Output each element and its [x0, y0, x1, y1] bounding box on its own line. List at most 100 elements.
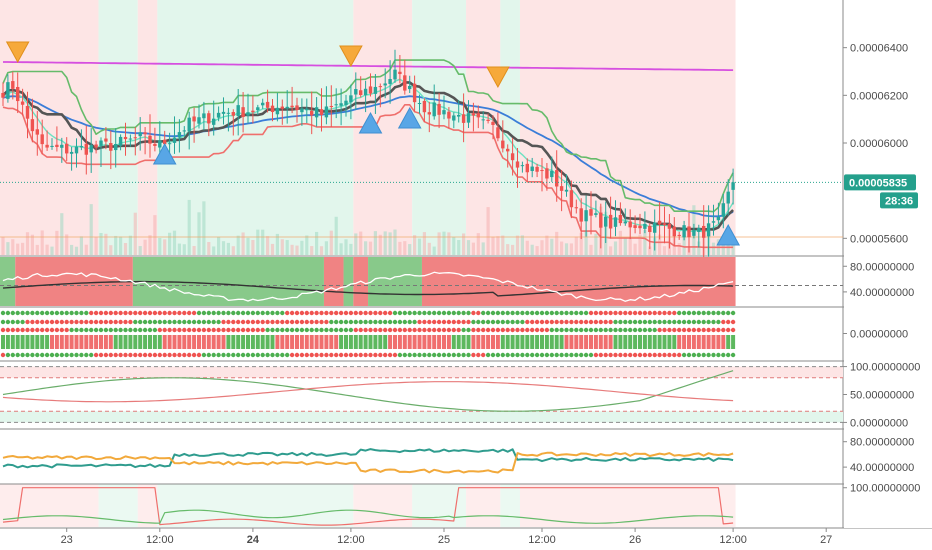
signal-dot [407, 327, 412, 333]
candle-body [11, 81, 15, 89]
signal-dot [598, 319, 603, 325]
signal-dot [79, 310, 84, 316]
time-axis[interactable]: 23 12:00 24 12:00 25 12:00 26 12:00 27 [61, 528, 833, 546]
candle-body [457, 114, 461, 117]
signal-dot [216, 352, 221, 358]
candle-body [682, 225, 686, 238]
volume-bar [658, 234, 662, 255]
signal-dot [245, 352, 251, 358]
signal-dot [167, 352, 172, 358]
volume-bar [609, 246, 613, 255]
signal-dot [40, 310, 45, 316]
volume-bar [300, 240, 304, 255]
signal-dot [383, 352, 388, 358]
signal-dot [40, 327, 45, 333]
signal-dot [108, 319, 114, 325]
signal-dot [427, 352, 432, 358]
volume-bar [344, 239, 348, 255]
candle-body [398, 71, 402, 75]
histogram-bar [456, 335, 461, 349]
session-zone [0, 0, 99, 255]
histogram-bar [471, 335, 476, 349]
signal-dot [338, 310, 344, 316]
signal-dot [451, 310, 456, 316]
histogram-bar [486, 335, 491, 349]
candle-body [167, 143, 172, 145]
price-axis[interactable]: 0.00006400 0.00006200 0.00006000 0.00005600… [843, 0, 932, 528]
histogram-bar [167, 335, 172, 349]
signal-dot [579, 310, 584, 316]
signal-dot [15, 352, 20, 358]
volume-bar [525, 240, 529, 255]
candle-body [368, 86, 373, 94]
signal-dot [25, 310, 30, 316]
volume-bar [295, 245, 299, 255]
volume-bar [677, 243, 681, 255]
signal-dot [157, 319, 162, 325]
volume-bar [30, 234, 34, 255]
volume-bar [94, 237, 98, 255]
candle-body [314, 107, 319, 118]
signal-dot [93, 319, 99, 325]
signal-dot [79, 327, 84, 333]
signal-dot [603, 319, 608, 325]
signal-dot [211, 319, 216, 325]
candle-body [706, 223, 711, 237]
signal-dot [89, 327, 94, 333]
signal-dot [510, 319, 515, 325]
signal-dot [466, 319, 471, 325]
signal-dot [289, 327, 295, 333]
signal-dot [162, 310, 167, 316]
signal-dot [54, 319, 60, 325]
signal-dot [133, 327, 138, 333]
signal-dot [260, 310, 265, 316]
signal-dot [417, 327, 422, 333]
candle-body [290, 105, 294, 108]
signal-dot [422, 352, 427, 358]
histogram-bar [383, 335, 388, 349]
candle-body [1, 92, 5, 98]
signal-dot [324, 310, 329, 316]
time-tick-label: 12:00 [528, 534, 556, 546]
signal-dot [255, 319, 260, 325]
signal-dot [98, 319, 104, 325]
volume-bar [70, 244, 74, 255]
signal-dot [309, 352, 314, 358]
candle-body [535, 166, 539, 172]
price-tick-label: 0.00005600 [850, 233, 908, 245]
histogram-bar [397, 335, 402, 349]
volume-bar [50, 246, 54, 255]
signal-dot [265, 327, 270, 333]
signal-dot [608, 310, 613, 316]
candle-body [653, 222, 657, 233]
ema-line [2, 95, 734, 218]
candle-body [540, 170, 544, 172]
signal-dot [275, 327, 280, 333]
signal-dot [583, 327, 589, 333]
signal-dot [436, 327, 442, 333]
signal-dot [549, 310, 554, 316]
signal-dot [245, 310, 251, 316]
volume-bar [682, 236, 686, 255]
time-tick-label: 27 [820, 534, 832, 546]
countdown-label: 28:36 [885, 195, 913, 207]
signal-dot [730, 310, 736, 316]
signal-dot [201, 310, 207, 316]
signal-dot [642, 327, 648, 333]
volume-bar [408, 244, 412, 255]
histogram-bar [451, 335, 456, 349]
volume-bar [128, 235, 132, 255]
signal-dot [598, 327, 603, 333]
candle-body [60, 144, 64, 148]
signal-dot [530, 319, 535, 325]
signal-dot [392, 310, 398, 316]
signal-dot [275, 310, 280, 316]
signal-dot [456, 319, 461, 325]
signal-dot [84, 352, 89, 358]
signal-dot [20, 327, 25, 333]
pane-tick-label: 50.00000000 [850, 390, 914, 402]
candle-body [192, 116, 196, 122]
signal-dot [69, 327, 74, 333]
candle-body [613, 217, 618, 227]
